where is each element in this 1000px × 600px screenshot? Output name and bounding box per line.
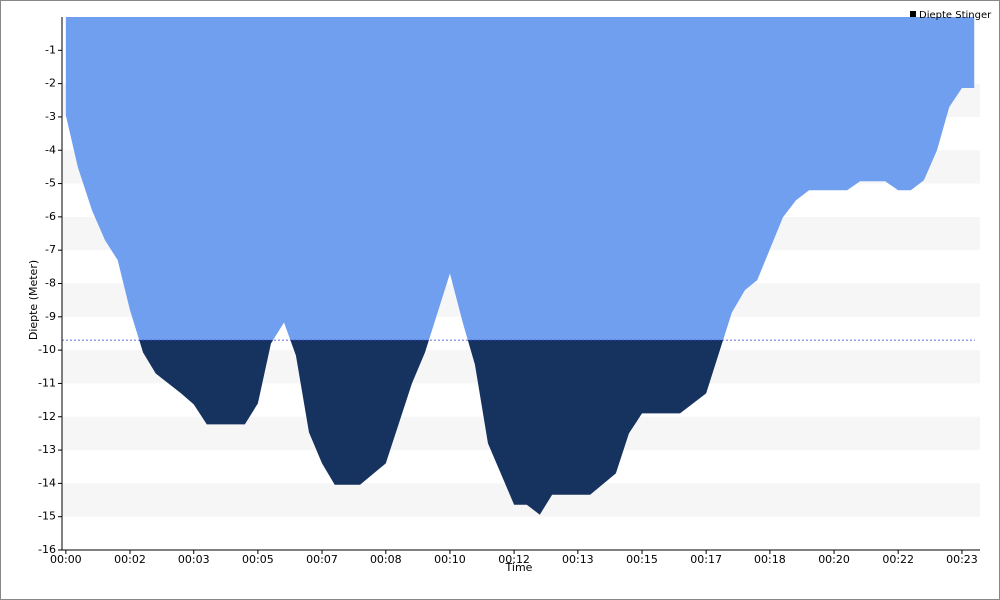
y-tick-label: -5 [45, 177, 56, 190]
x-tick-label: 00:22 [882, 553, 914, 566]
x-tick-label: 00:03 [178, 553, 210, 566]
y-tick-label: -11 [38, 376, 56, 389]
x-tick-label: 00:07 [306, 553, 338, 566]
x-tick-label: 00:05 [242, 553, 274, 566]
y-tick-label: -9 [45, 310, 56, 323]
y-tick-label: -10 [38, 343, 56, 356]
y-tick-label: -4 [45, 143, 56, 156]
x-tick-label: 00:02 [114, 553, 146, 566]
y-tick-label: -12 [38, 410, 56, 423]
x-tick-label: 00:12 [498, 553, 530, 566]
y-tick-label: -8 [45, 277, 56, 290]
x-tick-label: 00:23 [946, 553, 978, 566]
x-tick-label: 00:10 [434, 553, 466, 566]
x-tick-label: 00:15 [626, 553, 658, 566]
y-tick-label: -7 [45, 243, 56, 256]
x-tick-label: 00:17 [690, 553, 722, 566]
y-tick-label: -13 [38, 443, 56, 456]
area [65, 17, 975, 515]
x-axis-label: Time [505, 561, 533, 574]
x-tick-label: 00:18 [754, 553, 786, 566]
y-tick-label: -16 [38, 543, 56, 556]
legend-label: Diepte Stinger [919, 10, 992, 21]
legend-marker [910, 11, 916, 17]
x-tick-label: 00:20 [818, 553, 850, 566]
y-tick-label: -1 [45, 43, 56, 56]
y-tick-label: -15 [38, 510, 56, 523]
y-tick-label: -6 [45, 210, 56, 223]
x-tick-label: 00:08 [370, 553, 402, 566]
y-tick-label: -14 [38, 476, 56, 489]
x-tick-label: 00:00 [50, 553, 82, 566]
y-tick-label: -3 [45, 110, 56, 123]
x-tick-label: 00:13 [562, 553, 594, 566]
y-tick-label: -2 [45, 77, 56, 90]
y-axis-label: Diepte (Meter) [27, 260, 40, 340]
